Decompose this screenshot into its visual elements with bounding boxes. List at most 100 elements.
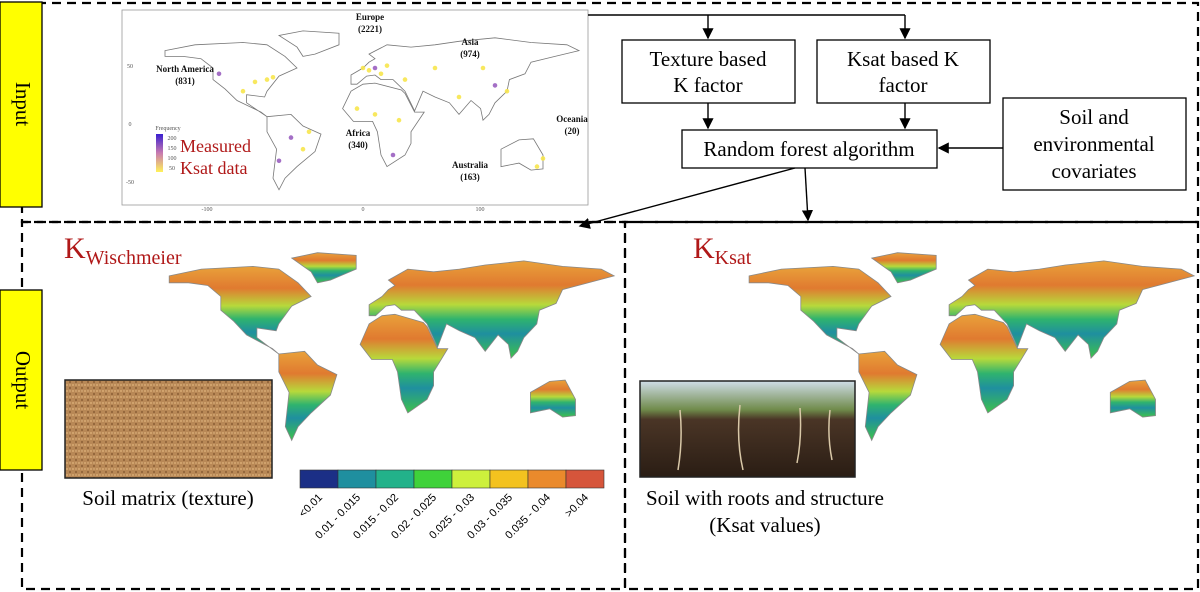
lat-tick: -50 bbox=[126, 180, 134, 186]
sample-dot bbox=[288, 135, 294, 140]
continent bbox=[342, 82, 425, 168]
sample-dot bbox=[216, 71, 222, 77]
sample-dot bbox=[480, 65, 486, 71]
legend-swatch bbox=[375, 469, 415, 489]
region-count: (163) bbox=[460, 172, 480, 182]
continent bbox=[530, 379, 576, 418]
random-forest-box bbox=[681, 129, 938, 169]
k-symbol: KKsat bbox=[693, 232, 752, 269]
sample-dot bbox=[270, 74, 276, 80]
output-tag bbox=[0, 289, 43, 471]
legend-swatch bbox=[337, 469, 377, 489]
sample-dot bbox=[384, 63, 390, 68]
sample-dot bbox=[306, 129, 312, 135]
continent bbox=[368, 260, 616, 359]
sample-dot bbox=[540, 156, 546, 161]
sample-dot bbox=[492, 83, 498, 88]
caption: Soil matrix (texture) bbox=[82, 486, 253, 510]
continent bbox=[359, 313, 449, 414]
legend-swatch bbox=[527, 469, 567, 489]
output-right-frame bbox=[623, 220, 1200, 591]
sample-dot bbox=[372, 112, 378, 117]
continent bbox=[858, 350, 918, 442]
frequency-tick: 200 bbox=[168, 136, 177, 142]
continent bbox=[939, 313, 1029, 414]
continent bbox=[500, 138, 544, 171]
sample-dot bbox=[354, 106, 360, 111]
continent bbox=[748, 265, 892, 355]
sample-dot bbox=[264, 77, 270, 82]
legend-swatch bbox=[413, 469, 453, 489]
sample-dot bbox=[396, 117, 402, 123]
continent bbox=[290, 252, 357, 284]
sample-dot bbox=[360, 65, 366, 71]
soil-roots-image bbox=[639, 380, 856, 478]
arrow bbox=[578, 167, 796, 229]
roots bbox=[677, 404, 833, 471]
region-name: Oceania bbox=[556, 114, 588, 124]
legend-label: <0.01 bbox=[297, 492, 325, 520]
measured-map: Europe (2221) Asia (974) North America (831) A… bbox=[126, 12, 588, 213]
input-label: Input bbox=[11, 82, 35, 126]
lat-tick: 0 bbox=[129, 122, 132, 128]
frequency-tick: 50 bbox=[169, 166, 175, 172]
ksat-box bbox=[816, 39, 991, 104]
legend-swatch bbox=[299, 469, 339, 489]
sample-dot bbox=[300, 146, 306, 152]
map-caption: Ksat data bbox=[180, 158, 247, 178]
legend-swatch bbox=[565, 469, 605, 489]
sample-dot bbox=[366, 68, 372, 73]
output-maps bbox=[168, 252, 1196, 442]
box-text: Random forest algorithm bbox=[703, 137, 914, 161]
frequency-tick: 150 bbox=[168, 146, 177, 152]
region-name: Africa bbox=[346, 128, 371, 138]
box-text: K factor bbox=[673, 73, 742, 97]
soil-matrix-image bbox=[64, 379, 273, 479]
continent bbox=[870, 252, 937, 284]
continent bbox=[277, 30, 340, 57]
lon-tick: 100 bbox=[476, 207, 485, 213]
sample-dot bbox=[240, 88, 246, 94]
sample-dot bbox=[276, 158, 282, 164]
legend-swatch bbox=[489, 469, 529, 489]
frequency-title: Frequency bbox=[155, 126, 180, 132]
sample-dot bbox=[504, 88, 510, 94]
sample-dot bbox=[456, 94, 462, 100]
region-count: (831) bbox=[175, 76, 195, 86]
region-name: Australia bbox=[452, 160, 489, 170]
arrow bbox=[801, 167, 814, 222]
continent bbox=[164, 42, 298, 118]
frequency-bar bbox=[156, 134, 163, 172]
region-count: (974) bbox=[460, 49, 480, 59]
sample-dot bbox=[534, 164, 540, 169]
caption: (Ksat values) bbox=[709, 513, 820, 537]
continent bbox=[948, 260, 1196, 359]
region-count: (2221) bbox=[358, 24, 382, 34]
output-label: Output bbox=[11, 351, 35, 410]
region-name: Europe bbox=[356, 12, 384, 22]
region-count: (20) bbox=[565, 126, 580, 136]
caption: Soil with roots and structure bbox=[646, 486, 884, 510]
box-text: environmental bbox=[1033, 132, 1154, 156]
box-text: factor bbox=[879, 73, 928, 97]
covariates-box bbox=[1002, 97, 1187, 191]
continent bbox=[278, 350, 338, 442]
lat-tick: 50 bbox=[127, 64, 133, 70]
sample-dot bbox=[432, 65, 438, 71]
continent bbox=[168, 265, 312, 355]
lon-tick: 0 bbox=[362, 207, 365, 213]
region-name: North America bbox=[156, 64, 214, 74]
region-count: (340) bbox=[348, 140, 368, 150]
continent bbox=[1109, 379, 1156, 418]
legend-label: >0.04 bbox=[563, 492, 591, 520]
sample-dot bbox=[402, 77, 408, 82]
legend-swatch bbox=[451, 469, 491, 489]
box-text: Texture based bbox=[650, 47, 767, 71]
texture-box bbox=[621, 39, 796, 104]
sample-dot bbox=[378, 71, 384, 77]
box-text: covariates bbox=[1051, 159, 1136, 183]
map-caption: Measured bbox=[180, 136, 251, 156]
frequency-tick: 100 bbox=[168, 156, 177, 162]
input-tag bbox=[0, 1, 43, 208]
